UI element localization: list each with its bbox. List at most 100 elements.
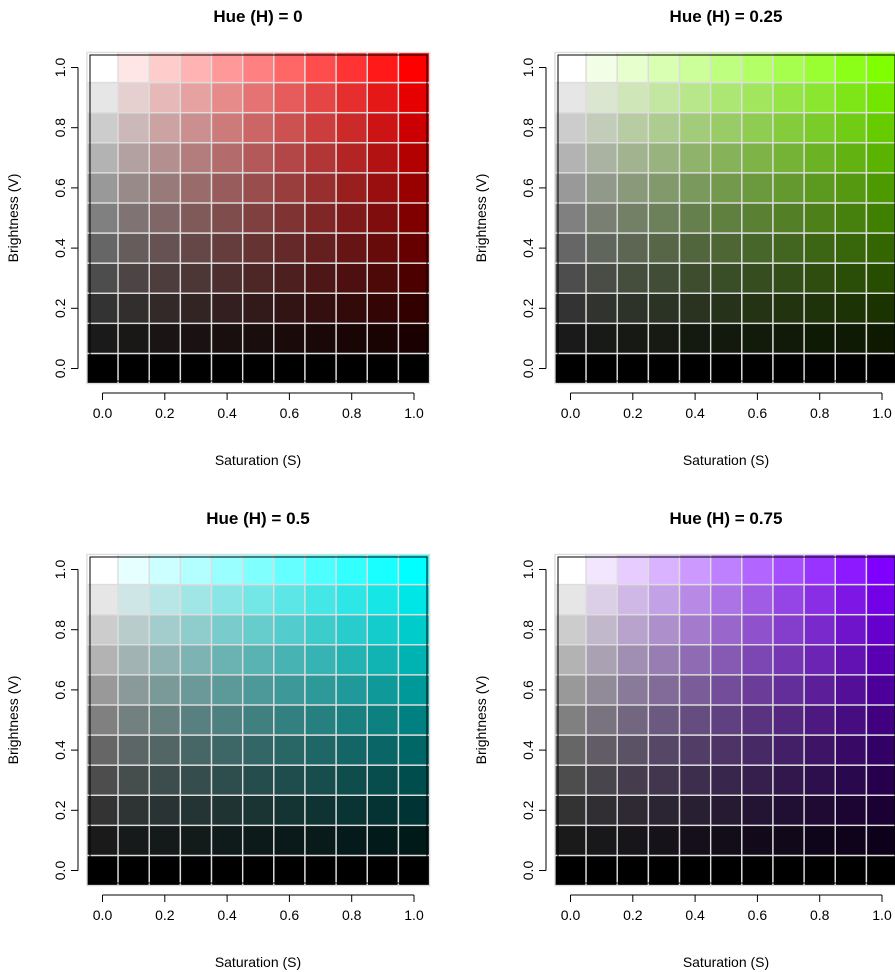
color-cell xyxy=(678,232,712,264)
color-cell xyxy=(741,292,774,325)
color-cell xyxy=(616,644,650,676)
color-cell xyxy=(647,734,681,766)
color-cell xyxy=(678,824,712,857)
color-cell xyxy=(241,674,275,706)
x-tick-label: 0.4 xyxy=(217,405,237,421)
color-cell xyxy=(366,81,400,114)
x-axis-label: Saturation (S) xyxy=(683,452,769,468)
color-cell xyxy=(772,81,805,114)
color-cell xyxy=(241,142,275,174)
color-cell xyxy=(304,51,337,84)
color-cell xyxy=(86,704,119,736)
color-cell xyxy=(179,111,213,144)
color-cell xyxy=(803,51,836,84)
color-cell xyxy=(834,734,868,766)
color-cell xyxy=(179,172,213,204)
color-cell xyxy=(647,202,681,234)
y-tick-label: 0.0 xyxy=(52,359,68,379)
color-cell xyxy=(865,111,895,144)
color-grid xyxy=(554,51,895,385)
color-cell xyxy=(179,644,213,676)
color-cell xyxy=(86,172,119,204)
color-cell xyxy=(865,734,895,766)
color-cell xyxy=(241,704,275,736)
color-cell xyxy=(304,734,337,766)
color-cell xyxy=(117,172,150,204)
y-axis: 0.0 0.2 0.4 0.6 0.8 1.0 xyxy=(52,58,79,379)
color-cell xyxy=(709,202,743,234)
chart-title: Hue (H) = 0.25 xyxy=(670,7,783,26)
color-cell xyxy=(616,111,650,144)
y-tick-label: 1.0 xyxy=(52,58,68,78)
color-cell xyxy=(834,322,868,355)
color-cell xyxy=(304,352,337,385)
color-cell xyxy=(834,51,868,84)
color-cell xyxy=(179,764,213,796)
color-cell xyxy=(554,172,587,204)
color-cell xyxy=(865,352,895,385)
color-cell xyxy=(709,262,743,294)
color-cell xyxy=(741,553,774,586)
color-cell xyxy=(803,704,836,736)
color-cell xyxy=(709,322,743,355)
color-cell xyxy=(647,51,681,84)
color-cell xyxy=(335,644,368,676)
color-cell xyxy=(304,553,337,586)
color-cell xyxy=(865,674,895,706)
color-cell xyxy=(210,322,244,355)
color-cell xyxy=(616,202,650,234)
plot-frame xyxy=(557,54,895,382)
color-cell xyxy=(210,232,244,264)
color-cell xyxy=(585,764,618,796)
color-cell xyxy=(554,824,587,857)
color-cell xyxy=(304,322,337,355)
color-cell xyxy=(616,824,650,857)
color-cell xyxy=(273,262,306,294)
color-cell xyxy=(772,172,805,204)
color-cell xyxy=(148,352,182,385)
x-tick-label: 0.4 xyxy=(217,907,237,923)
y-tick-label: 0.4 xyxy=(520,740,536,760)
color-cell xyxy=(709,553,743,586)
color-cell xyxy=(397,352,431,385)
x-tick-label: 0.0 xyxy=(93,907,113,923)
color-cell xyxy=(554,613,587,646)
color-cell xyxy=(210,824,244,857)
color-cell xyxy=(554,734,587,766)
x-axis: 0.0 0.2 0.4 0.6 0.8 1.0 xyxy=(561,894,892,923)
y-tick-label: 1.0 xyxy=(520,58,536,78)
color-cell xyxy=(834,111,868,144)
color-cell xyxy=(179,553,213,586)
color-cell xyxy=(148,794,182,827)
y-tick-label: 1.0 xyxy=(520,560,536,580)
color-cell xyxy=(772,613,805,646)
color-cell xyxy=(335,583,368,616)
color-cell xyxy=(772,51,805,84)
color-cell xyxy=(803,111,836,144)
color-cell xyxy=(709,824,743,857)
color-cell xyxy=(554,322,587,355)
color-cell xyxy=(366,202,400,234)
color-cell xyxy=(554,764,587,796)
color-cell xyxy=(304,292,337,325)
color-cell xyxy=(585,111,618,144)
color-cell xyxy=(210,202,244,234)
color-cell xyxy=(86,142,119,174)
color-cell xyxy=(678,292,712,325)
color-cell xyxy=(709,734,743,766)
color-cell xyxy=(834,81,868,114)
color-cell xyxy=(304,262,337,294)
plot-frame xyxy=(89,556,428,884)
color-cell xyxy=(803,142,836,174)
color-cell xyxy=(616,81,650,114)
color-cell xyxy=(772,674,805,706)
color-cell xyxy=(397,262,431,294)
y-tick-label: 0.0 xyxy=(520,359,536,379)
color-cell xyxy=(241,854,275,887)
color-cell xyxy=(616,794,650,827)
color-cell xyxy=(86,764,119,796)
color-cell xyxy=(834,352,868,385)
color-cell xyxy=(678,794,712,827)
color-cell xyxy=(335,322,368,355)
color-cell xyxy=(741,644,774,676)
